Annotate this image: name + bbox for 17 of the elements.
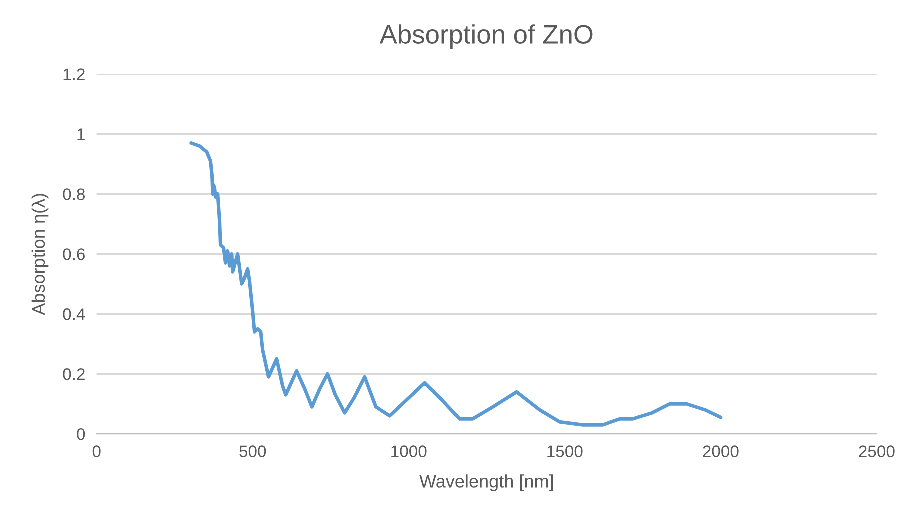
x-tick-label: 1500 <box>548 446 583 458</box>
x-tick-label: 1000 <box>392 446 427 458</box>
x-tick-label: 0 <box>92 446 101 458</box>
y-tick-label: 0.2 <box>63 368 85 380</box>
chart-title: Absorption of ZnO <box>380 24 593 50</box>
x-axis-title: Wavelength [nm] <box>420 474 554 492</box>
y-axis-title: Absorption η(λ) <box>32 194 49 316</box>
y-tick-label: 0.8 <box>63 188 85 200</box>
y-tick-label: 1 <box>78 128 85 140</box>
y-tick-label: 1.2 <box>64 68 85 80</box>
y-tick-label: 0.6 <box>63 248 85 260</box>
y-tick-label: 0 <box>77 428 86 440</box>
x-tick-label: 500 <box>240 446 266 458</box>
x-tick-label: 2500 <box>859 446 895 458</box>
y-tick-label: 0.4 <box>63 308 86 320</box>
x-tick-label: 2000 <box>703 446 739 458</box>
line-series <box>190 141 723 427</box>
